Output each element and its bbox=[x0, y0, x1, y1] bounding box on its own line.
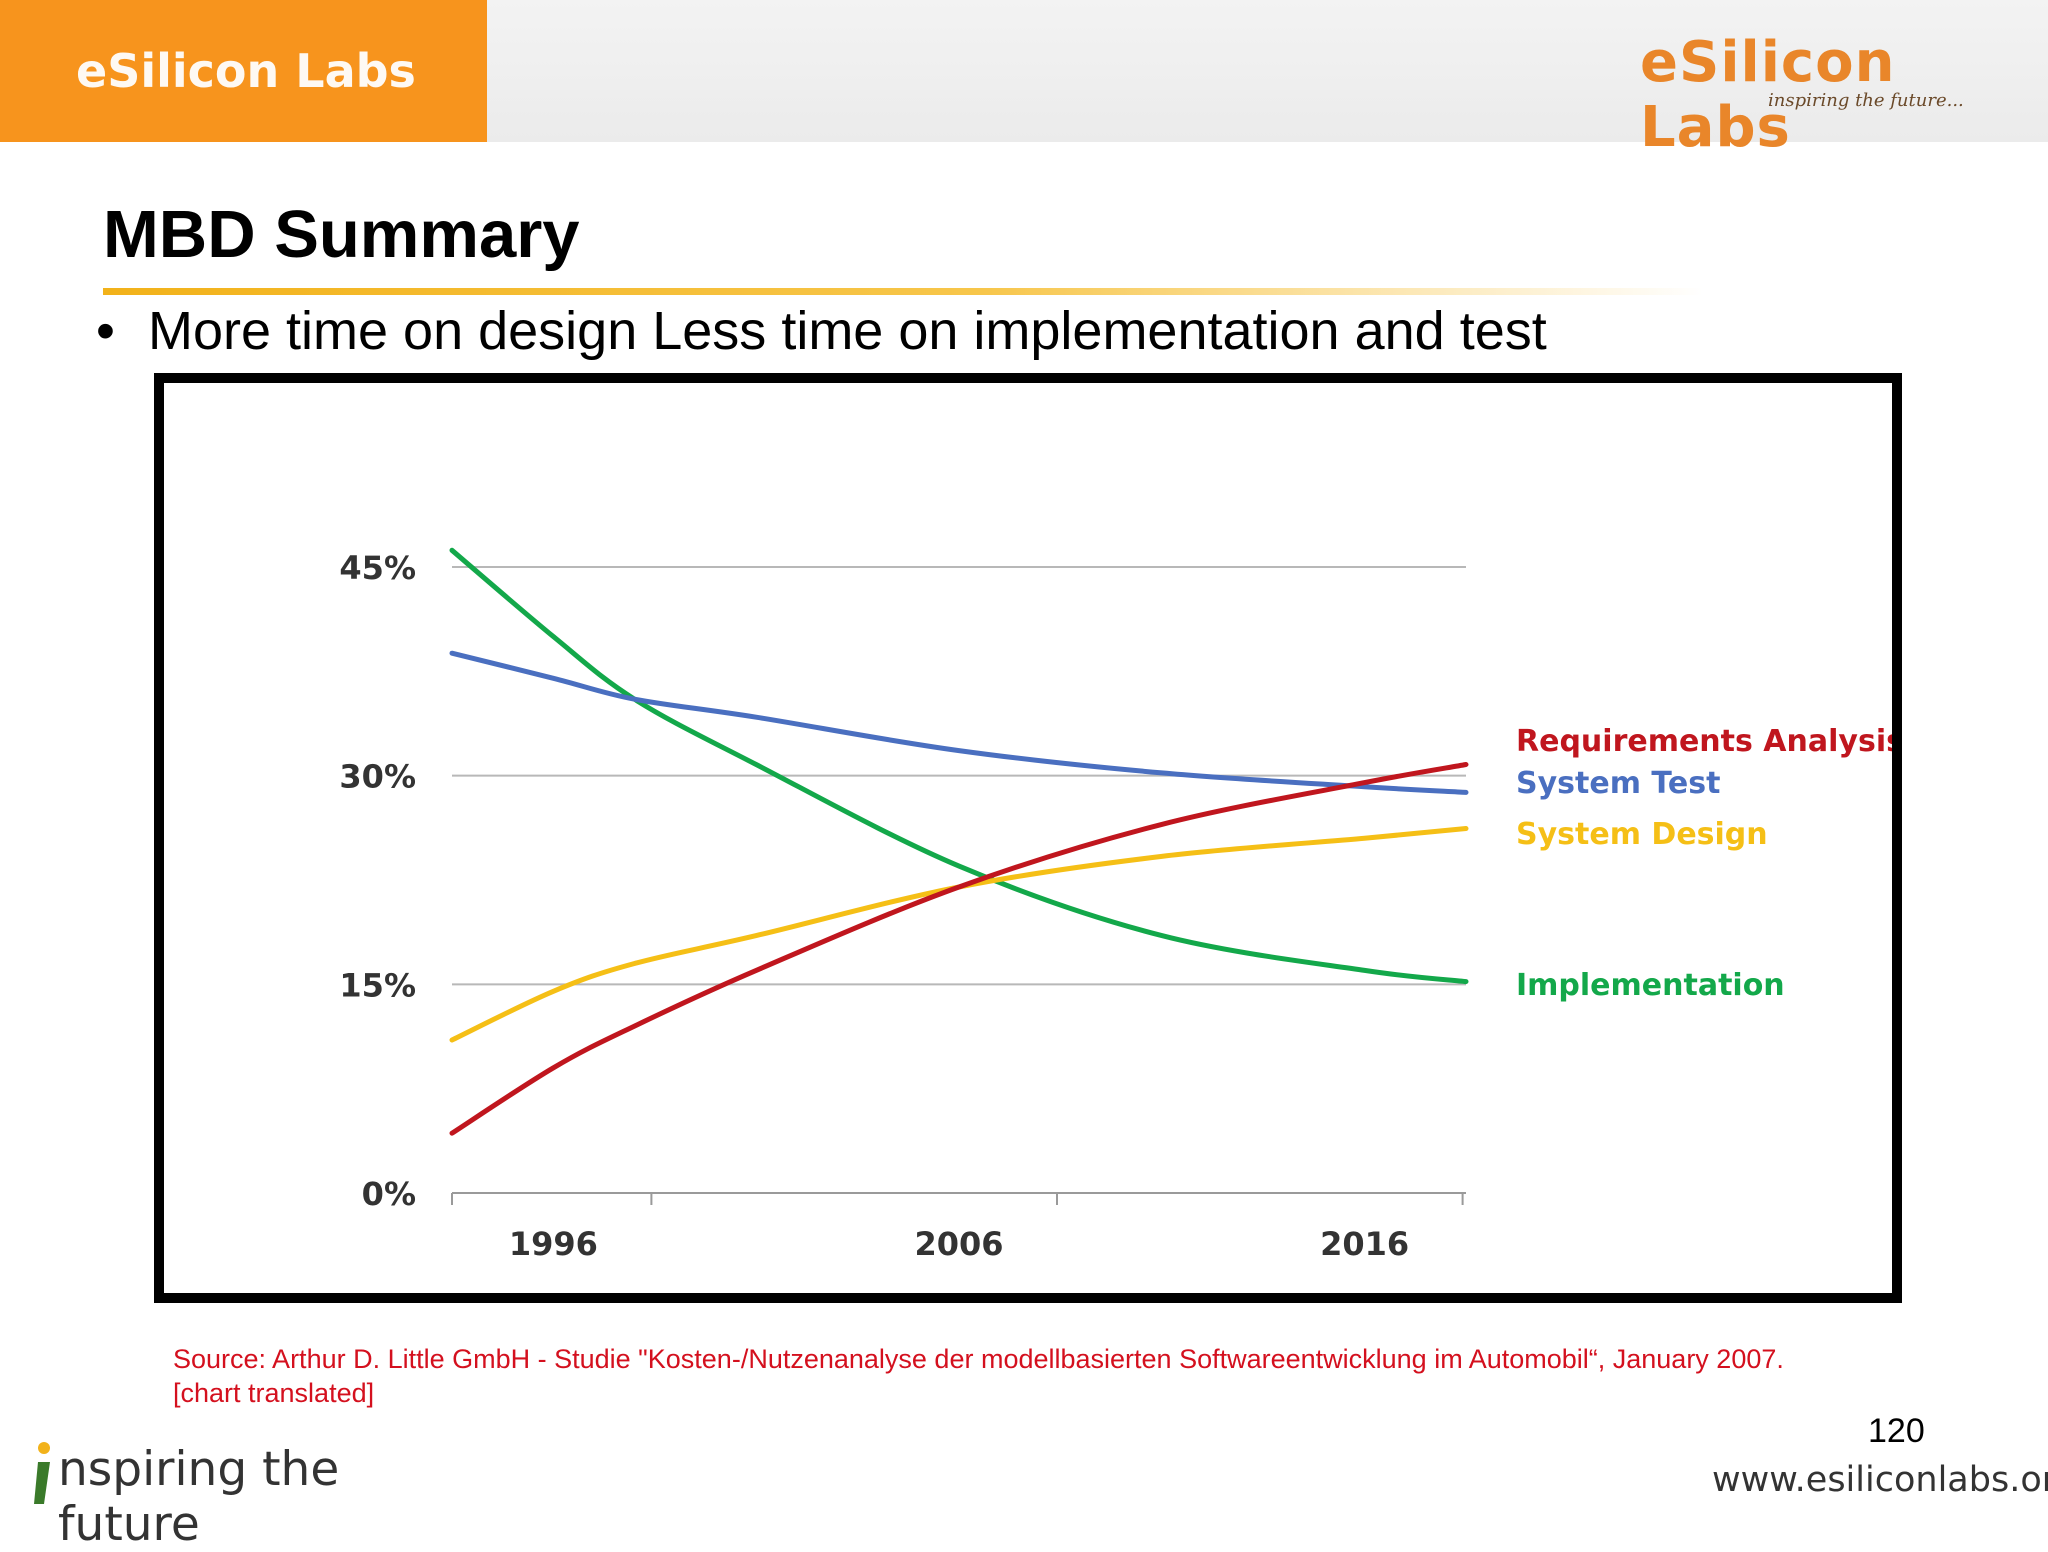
chart-frame: 45% 30% 15% 0% 1996 2006 2016 Requirements Anal… bbox=[154, 373, 1902, 1303]
x-tick-label: 2006 bbox=[914, 1225, 1003, 1263]
series-line-requirements-analysis bbox=[449, 762, 1469, 1136]
legend-system-test: System Test bbox=[1516, 766, 1720, 801]
x-tick-label: 1996 bbox=[509, 1225, 598, 1263]
i-logo-icon bbox=[34, 1442, 50, 1504]
brand-logo-tagline: inspiring the future... bbox=[1768, 90, 1964, 111]
slide-title: MBD Summary bbox=[103, 197, 580, 272]
x-tick-label: 2016 bbox=[1320, 1225, 1409, 1263]
source-line-1: Source: Arthur D. Little GmbH - Studie "… bbox=[173, 1344, 1784, 1374]
bullet-point: • More time on design Less time on implem… bbox=[96, 300, 1547, 362]
series-line-system-design bbox=[449, 826, 1469, 1043]
series-line-implementation bbox=[449, 547, 1469, 985]
y-tick-label: 45% bbox=[339, 549, 416, 587]
page-number: 120 bbox=[1868, 1412, 1925, 1450]
series-line-system-test bbox=[449, 650, 1469, 795]
legend-requirements-analysis: Requirements Analysis bbox=[1516, 724, 1892, 759]
title-underline bbox=[103, 288, 1703, 295]
bullet-text: More time on design Less time on impleme… bbox=[148, 301, 1547, 361]
y-tick-label: 0% bbox=[362, 1175, 416, 1213]
bullet-dot-icon: • bbox=[96, 301, 115, 361]
legend-implementation: Implementation bbox=[1516, 968, 1785, 1003]
y-tick-label: 15% bbox=[339, 966, 416, 1004]
header-tab: eSilicon Labs bbox=[0, 0, 487, 142]
source-line-2: [chart translated] bbox=[173, 1378, 375, 1408]
brand-logo: eSilicon Labs inspiring the future... bbox=[1640, 30, 2020, 160]
header-tab-label: eSilicon Labs bbox=[76, 44, 416, 98]
footer-website: www.esiliconlabs.org bbox=[1712, 1460, 2048, 1500]
legend-system-design: System Design bbox=[1516, 817, 1768, 852]
footer-slogan: nspiring the future bbox=[28, 1430, 448, 1552]
source-citation: Source: Arthur D. Little GmbH - Studie "… bbox=[173, 1342, 1973, 1410]
line-chart: 45% 30% 15% 0% 1996 2006 2016 Requirements Anal… bbox=[339, 547, 1892, 1263]
brand-logo-text: eSilicon Labs bbox=[1640, 30, 1896, 160]
y-tick-label: 30% bbox=[339, 758, 416, 796]
